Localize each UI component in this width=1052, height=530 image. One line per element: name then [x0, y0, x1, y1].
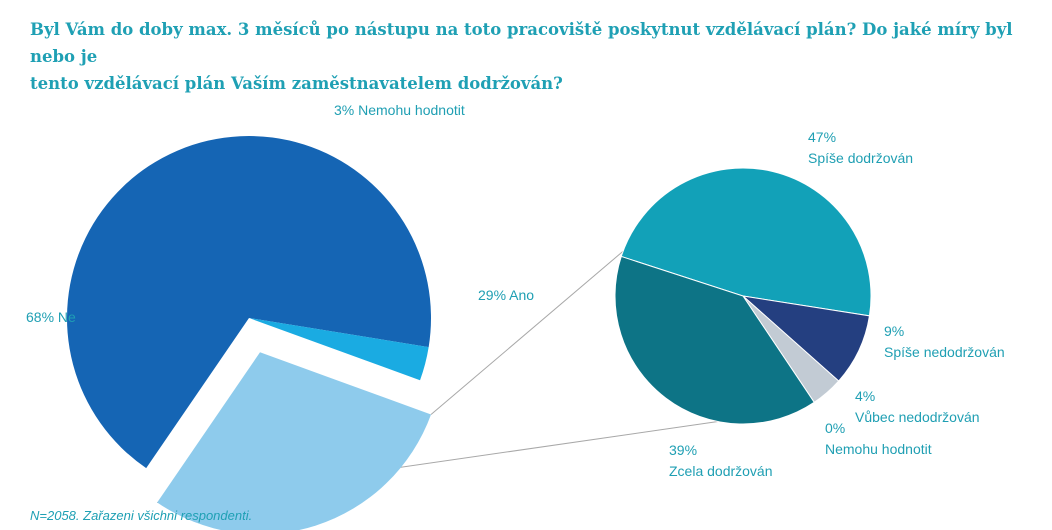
- label-nemohu-hodnotit: 3% Nemohu hodnotit: [334, 102, 465, 118]
- sub-label-zcela-dodrzovan: 39% Zcela dodržován: [669, 442, 773, 479]
- label-ne: 68% Ne: [26, 309, 76, 325]
- chart-title-line-1: Byl Vám do doby max. 3 měsíců po nástupu…: [30, 20, 1013, 66]
- sub-label-value: 4%: [855, 388, 875, 404]
- sub-label-nemohu-hodnotit: 0% Nemohu hodnotit: [825, 420, 932, 457]
- sub-label-name: Spíše dodržován: [808, 150, 913, 166]
- sub-label-name: Nemohu hodnotit: [825, 441, 932, 457]
- data-labels: 68% Ne 3% Nemohu hodnotit 29% Ano 47% Spíše …: [26, 102, 1005, 479]
- main-pie: [67, 135, 432, 530]
- pie-slice-nemohu-hodnotit: [249, 318, 429, 381]
- label-ano: 29% Ano: [478, 287, 534, 303]
- sub-label-spise-nedodrzovan: 9% Spíše nedodržován: [884, 323, 1005, 360]
- sub-pie-slice-zcela-dodrzovan: [614, 255, 815, 425]
- chart-title-line-2: tento vzdělávací plán Vaším zaměstnavate…: [30, 74, 563, 93]
- sub-label-name: Zcela dodržován: [669, 463, 773, 479]
- footnote: N=2058. Zařazeni všichni respondenti.: [30, 508, 253, 523]
- sub-label-name: Vůbec nedodržován: [855, 409, 980, 425]
- sub-label-value: 9%: [884, 323, 904, 339]
- pie-slice-ano: [157, 352, 432, 530]
- pie-slice-ne: [67, 135, 432, 469]
- sub-pie: [614, 167, 872, 425]
- sub-label-vubec-nedodrzovan: 4% Vůbec nedodržován: [855, 388, 980, 425]
- sub-label-value: 39%: [669, 442, 697, 458]
- sub-label-name: Spíše nedodržován: [884, 344, 1005, 360]
- sub-label-spise-dodrzovan: 47% Spíše dodržován: [808, 129, 913, 166]
- sub-label-value: 0%: [825, 420, 845, 436]
- chart-title: Byl Vám do doby max. 3 měsíců po nástupu…: [30, 16, 1020, 97]
- sub-label-value: 47%: [808, 129, 836, 145]
- sub-pie-slice-spise-dodrzovan: [620, 167, 872, 317]
